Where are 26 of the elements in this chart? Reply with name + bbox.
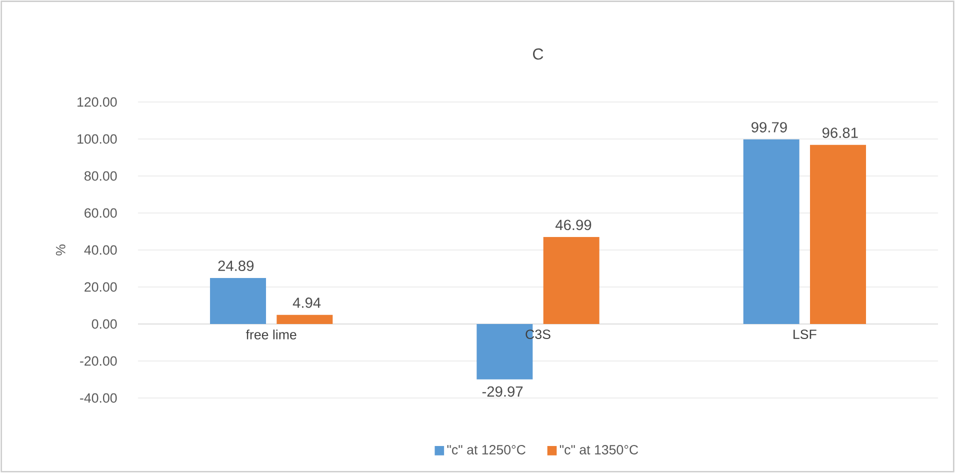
legend-label: "c" at 1350°C (560, 445, 638, 454)
bar (210, 278, 266, 324)
data-label: 46.99 (555, 220, 592, 230)
x-tick-label: free lime (246, 330, 296, 340)
y-tick-label: 20.00 (84, 282, 117, 292)
data-label: 4.94 (292, 298, 321, 308)
y-tick-label: 80.00 (84, 171, 117, 181)
y-tick-label: 40.00 (84, 245, 117, 255)
y-axis-title: % (56, 244, 66, 256)
chart-title: C (533, 48, 544, 60)
data-label: 24.89 (218, 260, 254, 272)
y-tick-label: 100.00 (78, 134, 117, 144)
bar (276, 314, 333, 324)
y-tick-label: -20.00 (80, 356, 117, 366)
data-label: 99.79 (752, 122, 787, 132)
y-tick-label: 0.00 (92, 319, 117, 329)
data-label: -29.97 (482, 386, 523, 397)
data-label: 96.81 (822, 128, 858, 138)
x-tick-label: LSF (794, 330, 816, 340)
y-tick-label: 60.00 (84, 208, 117, 218)
legend-label: "c" at 1250°C (447, 445, 526, 454)
bar (543, 237, 600, 324)
bar (810, 144, 866, 324)
y-tick-label: -40.00 (80, 393, 117, 403)
bar (743, 139, 800, 324)
y-tick-label: 120.00 (78, 97, 117, 107)
